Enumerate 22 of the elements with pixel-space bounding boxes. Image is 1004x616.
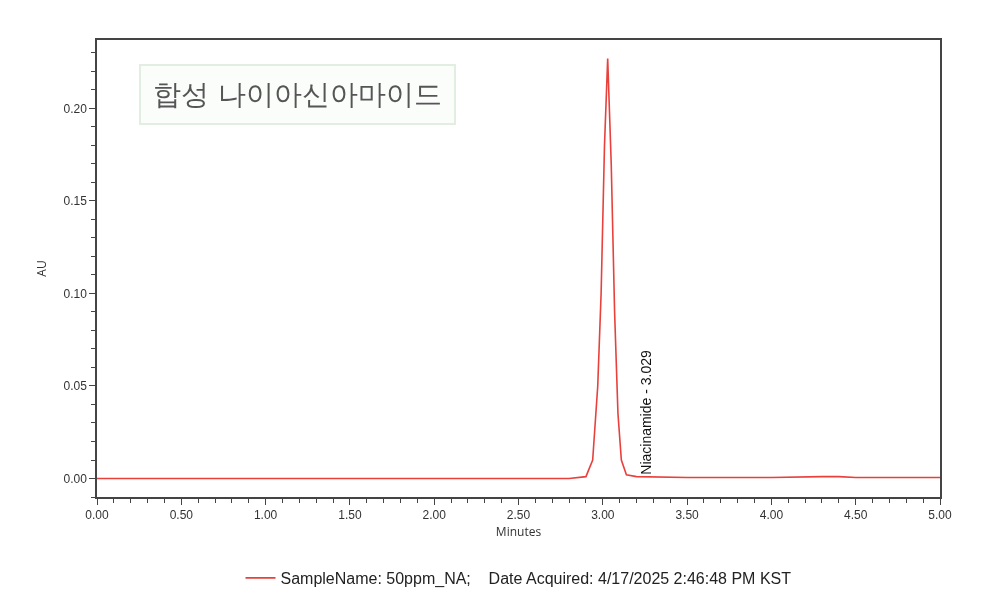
x-tick-label: 5.00 <box>928 508 952 523</box>
x-axis-title: Minutes <box>495 522 542 540</box>
x-tick-label: 1.00 <box>253 508 278 523</box>
x-tick-label: 3.50 <box>675 508 700 523</box>
y-tick-label: 0.00 <box>63 471 88 486</box>
x-tick-label: 4.50 <box>844 508 868 523</box>
y-tick-label: 0.10 <box>63 286 88 301</box>
annotation: Niacinamide - 3.029 <box>637 350 654 475</box>
y-axis-title: AU <box>33 260 51 277</box>
text: 합성 나이아신아마이드 <box>153 78 442 111</box>
legend-label: SampleName: 50ppm_NA; Date Acquired: 4/17/2025 2:46:48 PM KST <box>280 570 792 589</box>
x-tick-label: 1.50 <box>338 508 362 523</box>
x-tick-label: 0.50 <box>169 508 194 523</box>
y-tick-label: 0.15 <box>63 194 88 209</box>
x-tick-label: 2.00 <box>422 508 447 523</box>
x-tick-label: 4.00 <box>759 508 784 523</box>
x-tick-label: 2.50 <box>506 508 531 523</box>
y-tick-label: 0.05 <box>63 379 88 394</box>
x-tick-label: 3.00 <box>591 508 615 523</box>
line-series <box>97 57 940 480</box>
y-tick-label: 0.20 <box>63 101 88 116</box>
x-tick-label: 0.00 <box>85 508 109 523</box>
